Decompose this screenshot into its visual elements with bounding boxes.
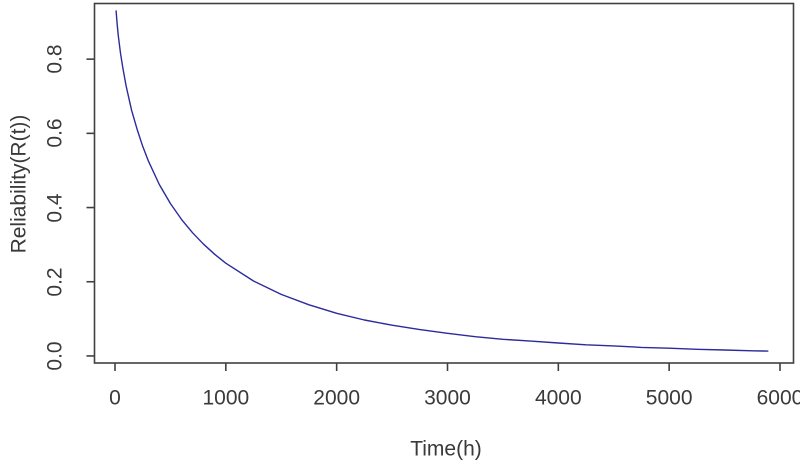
x-tick-label: 1000 bbox=[202, 386, 250, 410]
x-tick-label: 6000 bbox=[756, 386, 800, 410]
y-tick-label: 0.2 bbox=[43, 267, 67, 297]
x-tick-label: 4000 bbox=[534, 386, 582, 410]
y-tick-label: 0.8 bbox=[43, 44, 67, 74]
x-tick-label: 5000 bbox=[645, 386, 693, 410]
reliability-curve bbox=[115, 10, 769, 352]
x-tick-label: 0 bbox=[109, 386, 121, 410]
plot-box bbox=[93, 2, 795, 364]
y-tick-label: 0.0 bbox=[43, 341, 67, 371]
x-tick-label: 2000 bbox=[313, 386, 361, 410]
y-tick-label: 0.4 bbox=[43, 192, 67, 223]
y-tick-label: 0.6 bbox=[43, 118, 67, 148]
x-tick-label: 3000 bbox=[424, 386, 471, 410]
x-axis-title: Time(h) bbox=[410, 437, 482, 461]
y-axis-title: Reliability(R(t)) bbox=[7, 114, 31, 254]
